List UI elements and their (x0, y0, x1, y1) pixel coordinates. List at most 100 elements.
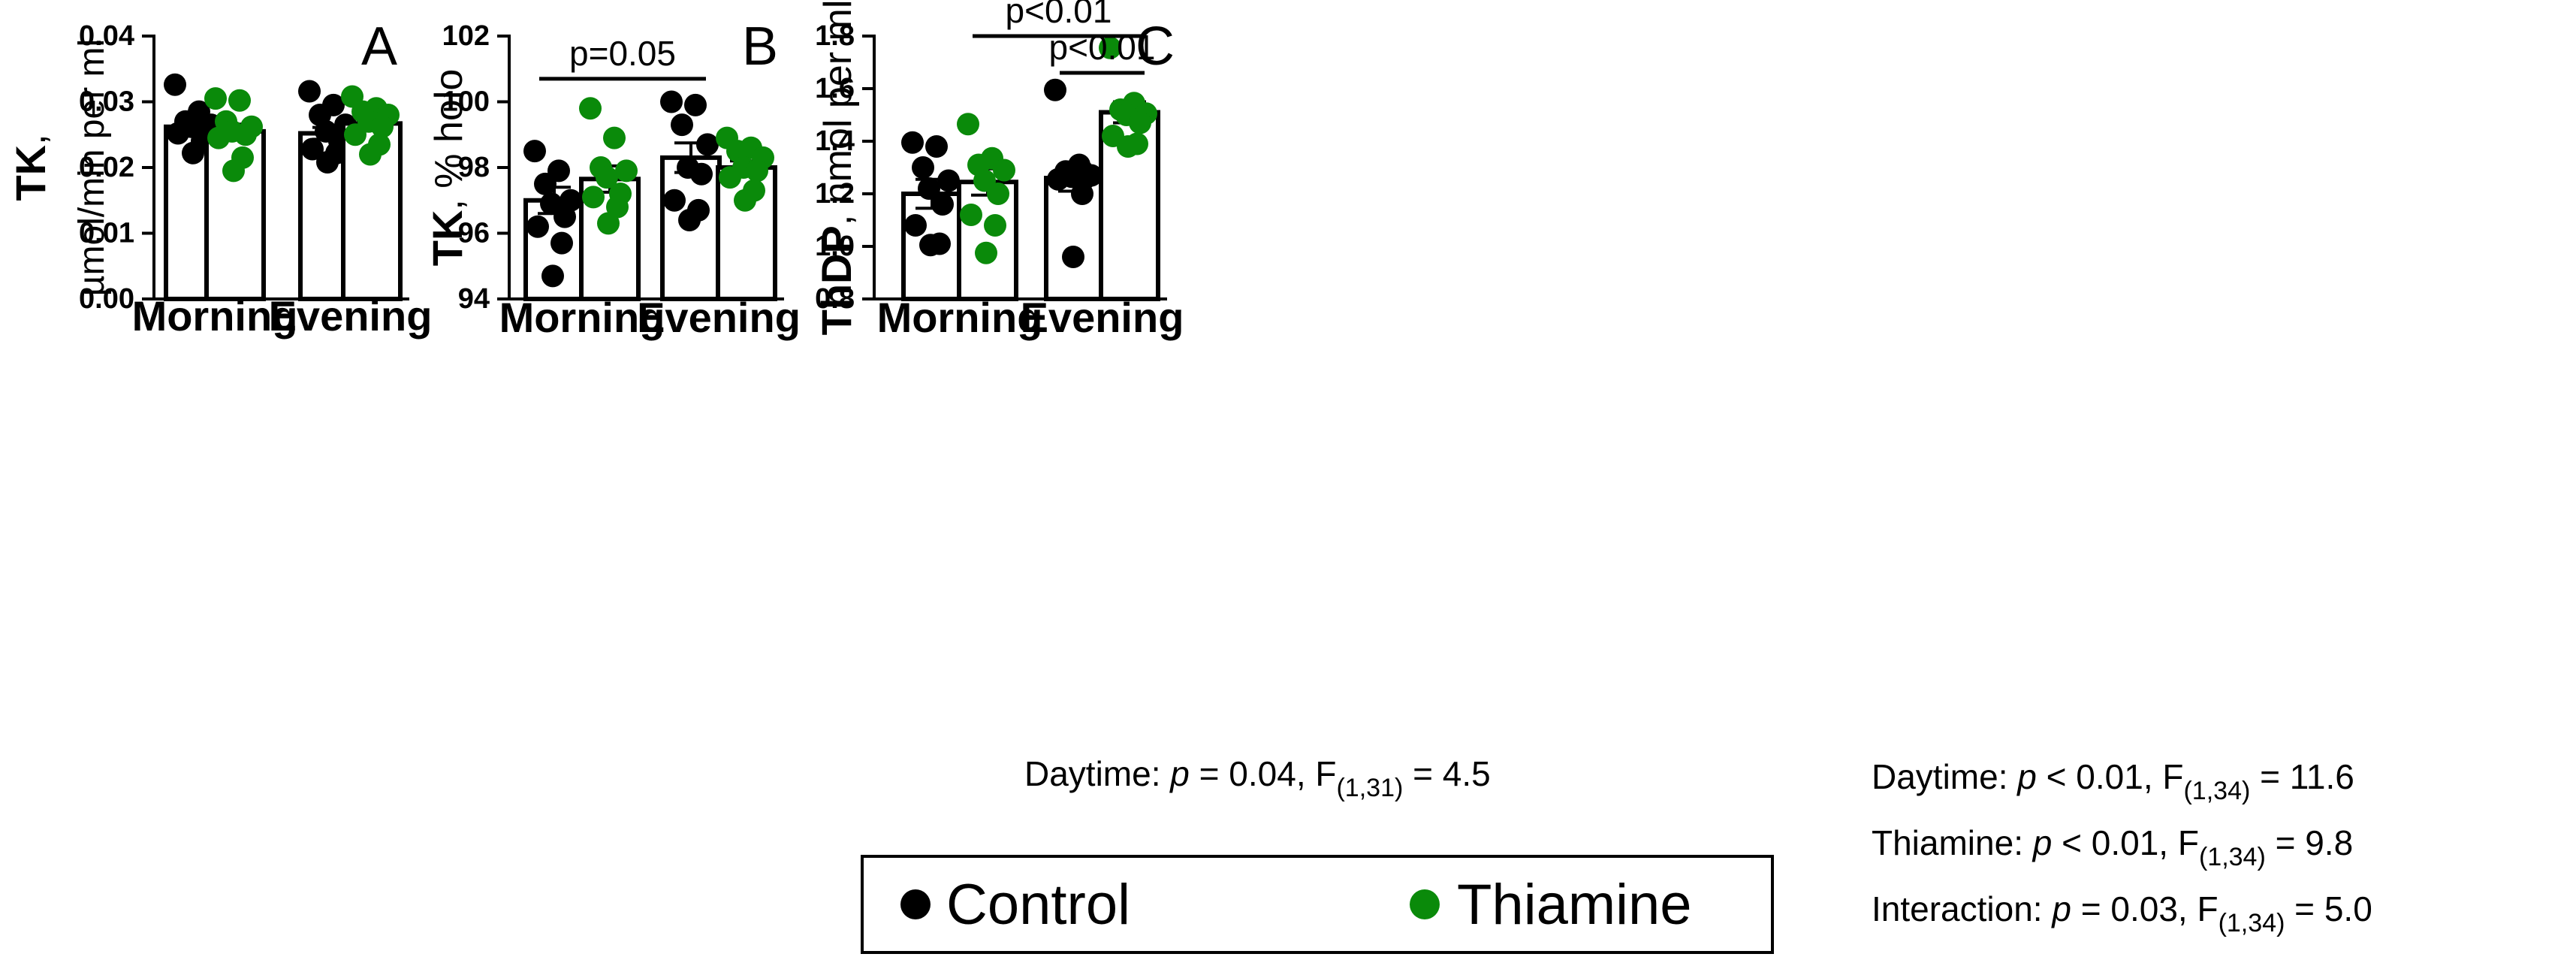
data-point-thiamine (344, 123, 366, 146)
y-tick-label: 1.8 (815, 20, 855, 52)
y-axis-label-bold: TK (7, 145, 54, 201)
significance-label: p=0.05 (569, 34, 676, 73)
data-point-thiamine (1099, 36, 1121, 59)
data-point-control (931, 193, 954, 216)
data-point-control (937, 169, 960, 192)
data-point-thiamine (719, 166, 741, 189)
data-point-thiamine (606, 195, 629, 219)
footnote-part: p (2016, 757, 2037, 796)
y-axis-label-rest: , % holo (427, 69, 471, 210)
panel-b-footnotes: Daytime: p = 0.04, F(1,31) = 4.5 (1024, 754, 1491, 802)
data-point-thiamine (734, 189, 756, 212)
data-point-thiamine (371, 115, 394, 138)
data-point-control (541, 264, 564, 288)
y-tick-label: 0.02 (79, 152, 134, 183)
data-point-thiamine (957, 113, 979, 136)
data-point-control (182, 141, 204, 165)
footnote-part: (1,31) (1336, 774, 1403, 802)
stats-footnote: Daytime: p < 0.01, F(1,34) = 11.6 (1872, 757, 2354, 805)
x-category-label: Morning (499, 294, 665, 341)
data-point-control (301, 137, 324, 161)
data-point-thiamine (960, 204, 982, 226)
data-point-thiamine (207, 126, 230, 149)
footnote-part: Thiamine: (1872, 823, 2033, 862)
data-point-thiamine (234, 123, 257, 146)
legend-thiamine-label: Thiamine (1457, 873, 1692, 937)
footnote-part: (1,34) (2199, 843, 2266, 871)
significance-label: p<0.01 (1049, 28, 1156, 67)
data-point-thiamine (746, 159, 768, 183)
footnote-part: = 4.5 (1403, 754, 1490, 793)
footnote-part: = 5.0 (2285, 889, 2372, 928)
data-point-control (523, 140, 546, 163)
data-point-thiamine (597, 212, 620, 235)
footnote-part: p (1169, 754, 1190, 793)
y-tick-label: 0.03 (79, 86, 134, 118)
data-point-thiamine (1117, 135, 1139, 158)
data-point-thiamine (359, 143, 382, 166)
data-point-thiamine (984, 214, 1006, 237)
stats-footnote: Interaction: p = 0.03, F(1,34) = 5.0 (1872, 889, 2372, 937)
y-tick-label: 96 (458, 218, 490, 249)
data-point-control (1047, 168, 1069, 191)
y-tick-label: 0.8 (815, 283, 855, 315)
x-category-label: Evening (637, 294, 801, 341)
data-point-control (1062, 246, 1084, 268)
data-point-control (167, 122, 189, 145)
data-point-thiamine (596, 166, 618, 189)
data-point-control (925, 135, 948, 158)
data-point-control (526, 215, 549, 238)
significance-label: p<0.01 (1006, 0, 1112, 30)
y-axis-label-rest: , nmol per ml (816, 0, 860, 225)
x-category-label: Evening (269, 292, 433, 340)
data-point-thiamine (603, 126, 626, 149)
y-tick-label: 1.2 (815, 178, 855, 210)
panel-c-footnotes: Daytime: p < 0.01, F(1,34) = 11.6 Thiamin… (1872, 757, 2372, 937)
data-point-thiamine (579, 97, 602, 120)
data-point-thiamine (987, 183, 1009, 205)
data-point-control (678, 209, 701, 231)
footnote-part: < 0.01, F (2037, 757, 2184, 796)
y-tick-label: 0.00 (79, 283, 134, 315)
y-tick-label: 0.01 (79, 218, 134, 249)
y-axis-label: TK, (7, 134, 54, 201)
data-point-control (918, 177, 940, 200)
data-point-control (696, 133, 719, 156)
data-point-thiamine (204, 87, 227, 110)
data-point-control (690, 162, 713, 186)
stats-footnote: Thiamine: p < 0.01, F(1,34) = 9.8 (1872, 823, 2353, 871)
data-point-control (912, 156, 934, 179)
data-point-control (1071, 183, 1093, 205)
footnote-part: Daytime: (1024, 754, 1170, 793)
data-point-thiamine (228, 89, 251, 112)
data-point-control (901, 131, 924, 154)
footnote-part: (1,34) (2219, 909, 2285, 937)
y-tick-label: 98 (458, 152, 490, 183)
data-point-control (534, 172, 557, 195)
x-category-label: Morning (877, 294, 1043, 341)
data-point-control (663, 189, 686, 212)
data-point-control (671, 113, 693, 137)
y-axis-label-line2: µmol/min per ml (72, 39, 112, 296)
footnote-part: (1,34) (2183, 777, 2250, 805)
y-tick-label: 1.4 (815, 125, 855, 157)
data-point-control (1044, 78, 1066, 101)
footnote-part: p (2050, 889, 2071, 928)
footnote-part: = 11.6 (2250, 757, 2354, 796)
stats-footnote: Daytime: p = 0.04, F(1,31) = 4.5 (1024, 754, 1491, 802)
legend-control-marker (900, 889, 931, 919)
footnote-part: p (2032, 823, 2053, 862)
legend-box (861, 855, 1774, 954)
y-axis-label: ThDP, nmol per ml (813, 0, 860, 335)
y-tick-label: 100 (442, 86, 490, 118)
legend-thiamine-marker (1410, 889, 1440, 919)
x-category-label: Evening (1021, 294, 1184, 341)
x-category-label: Morning (132, 292, 298, 340)
data-point-control (164, 73, 186, 96)
data-point-control (550, 231, 573, 255)
panel-letter: A (361, 17, 397, 77)
y-axis-label-rest: , (11, 134, 54, 144)
footnote-part: Interaction: (1872, 889, 2052, 928)
y-tick-label: 1.6 (815, 73, 855, 104)
